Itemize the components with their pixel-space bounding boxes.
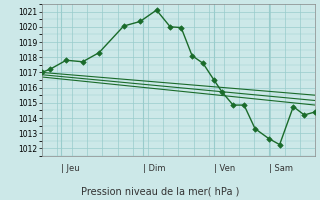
Text: | Jeu: | Jeu [61, 164, 79, 173]
Text: | Ven: | Ven [214, 164, 235, 173]
Text: | Sam: | Sam [269, 164, 293, 173]
Text: Pression niveau de la mer( hPa ): Pression niveau de la mer( hPa ) [81, 186, 239, 196]
Text: | Dim: | Dim [143, 164, 165, 173]
